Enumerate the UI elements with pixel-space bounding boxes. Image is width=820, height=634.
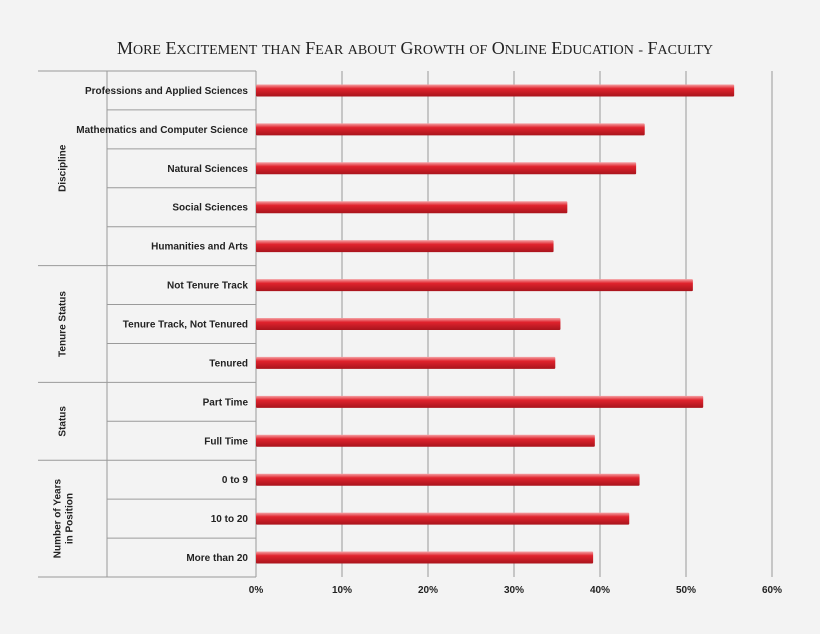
x-tick-label: 60% [762,585,782,596]
x-tick-label: 40% [590,585,610,596]
group-label: Tenure Status [58,291,69,357]
category-label: Part Time [203,397,249,408]
bar [256,551,594,564]
category-label: Full Time [204,436,248,447]
bar [256,434,595,447]
category-label: Humanities and Arts [151,242,248,253]
bar [256,84,735,97]
x-tick-label: 10% [332,585,352,596]
bar [256,201,568,214]
group-label: Status [58,406,69,437]
group-label: Number of Yearsin Position [53,479,76,559]
bar [256,279,693,292]
category-label: 10 to 20 [211,514,249,525]
x-tick-label: 0% [249,585,264,596]
bar [256,356,556,369]
category-label: 0 to 9 [222,475,249,486]
bar [256,512,630,525]
group-label: Discipline [58,144,69,192]
bar [256,395,704,408]
category-label: Tenure Track, Not Tenured [123,320,248,331]
x-tick-label: 30% [504,585,524,596]
x-tick-label: 20% [418,585,438,596]
category-label: Tenured [209,358,248,369]
category-label: Natural Sciences [167,164,248,175]
bar [256,473,640,486]
bar [256,123,645,136]
category-label: More than 20 [186,553,248,564]
bar [256,240,554,253]
category-label: Social Sciences [172,203,248,214]
chart-title: MORE EXCITEMENT THAN FEAR ABOUT GROWTH O… [117,38,713,58]
x-tick-label: 50% [676,585,696,596]
bar [256,318,561,330]
category-label: Not Tenure Track [167,281,248,292]
category-label: Mathematics and Computer Science [76,125,248,136]
bar [256,162,637,175]
category-label: Professions and Applied Sciences [85,86,248,97]
